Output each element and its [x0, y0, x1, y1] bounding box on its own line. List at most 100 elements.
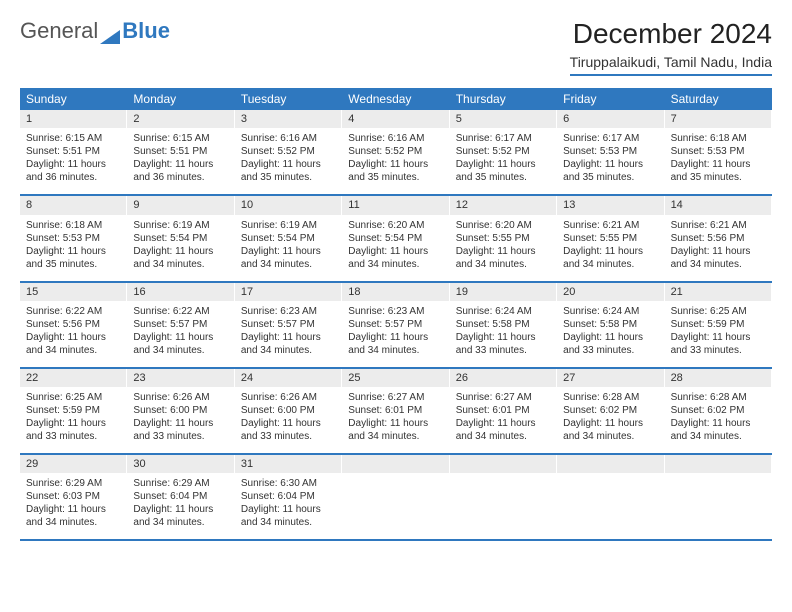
daylight-text: Daylight: 11 hours and 33 minutes.	[671, 331, 766, 357]
sunset-text: Sunset: 5:53 PM	[563, 145, 658, 158]
sunset-text: Sunset: 5:55 PM	[563, 232, 658, 245]
sunset-text: Sunset: 5:57 PM	[348, 318, 443, 331]
calendar-cell: 25Sunrise: 6:27 AMSunset: 6:01 PMDayligh…	[342, 369, 449, 453]
calendar-cell: 19Sunrise: 6:24 AMSunset: 5:58 PMDayligh…	[450, 283, 557, 367]
calendar-cell: 13Sunrise: 6:21 AMSunset: 5:55 PMDayligh…	[557, 196, 664, 280]
day-details: Sunrise: 6:19 AMSunset: 5:54 PMDaylight:…	[235, 215, 342, 281]
sunset-text: Sunset: 6:00 PM	[133, 404, 228, 417]
daylight-text: Daylight: 11 hours and 33 minutes.	[26, 417, 121, 443]
sunset-text: Sunset: 6:03 PM	[26, 490, 121, 503]
day-number: 27	[557, 369, 664, 387]
calendar-cell: 16Sunrise: 6:22 AMSunset: 5:57 PMDayligh…	[127, 283, 234, 367]
daylight-text: Daylight: 11 hours and 35 minutes.	[671, 158, 766, 184]
calendar-cell: 17Sunrise: 6:23 AMSunset: 5:57 PMDayligh…	[235, 283, 342, 367]
calendar-cell: 29Sunrise: 6:29 AMSunset: 6:03 PMDayligh…	[20, 455, 127, 539]
day-number: 2	[127, 110, 234, 128]
day-number: 3	[235, 110, 342, 128]
day-details: Sunrise: 6:17 AMSunset: 5:53 PMDaylight:…	[557, 128, 664, 194]
calendar: SundayMondayTuesdayWednesdayThursdayFrid…	[20, 88, 772, 541]
daylight-text: Daylight: 11 hours and 34 minutes.	[671, 245, 766, 271]
day-number: 8	[20, 196, 127, 214]
calendar-cell: 31Sunrise: 6:30 AMSunset: 6:04 PMDayligh…	[235, 455, 342, 539]
day-number: 15	[20, 283, 127, 301]
sunrise-text: Sunrise: 6:18 AM	[671, 132, 766, 145]
title-block: December 2024 Tiruppalaikudi, Tamil Nadu…	[570, 18, 772, 76]
calendar-cell	[342, 455, 449, 539]
calendar-cell: 7Sunrise: 6:18 AMSunset: 5:53 PMDaylight…	[665, 110, 772, 194]
day-details: Sunrise: 6:23 AMSunset: 5:57 PMDaylight:…	[342, 301, 449, 367]
sunset-text: Sunset: 5:54 PM	[348, 232, 443, 245]
sunrise-text: Sunrise: 6:29 AM	[26, 477, 121, 490]
sunrise-text: Sunrise: 6:17 AM	[563, 132, 658, 145]
calendar-week: 29Sunrise: 6:29 AMSunset: 6:03 PMDayligh…	[20, 455, 772, 541]
sunset-text: Sunset: 6:01 PM	[348, 404, 443, 417]
sunrise-text: Sunrise: 6:18 AM	[26, 219, 121, 232]
daylight-text: Daylight: 11 hours and 33 minutes.	[133, 417, 228, 443]
sunrise-text: Sunrise: 6:15 AM	[133, 132, 228, 145]
sunset-text: Sunset: 6:01 PM	[456, 404, 551, 417]
calendar-cell: 11Sunrise: 6:20 AMSunset: 5:54 PMDayligh…	[342, 196, 449, 280]
sunrise-text: Sunrise: 6:23 AM	[241, 305, 336, 318]
sunrise-text: Sunrise: 6:30 AM	[241, 477, 336, 490]
calendar-cell: 22Sunrise: 6:25 AMSunset: 5:59 PMDayligh…	[20, 369, 127, 453]
day-number: 23	[127, 369, 234, 387]
sunset-text: Sunset: 5:56 PM	[26, 318, 121, 331]
calendar-cell: 6Sunrise: 6:17 AMSunset: 5:53 PMDaylight…	[557, 110, 664, 194]
daylight-text: Daylight: 11 hours and 34 minutes.	[26, 503, 121, 529]
day-number: 11	[342, 196, 449, 214]
sunset-text: Sunset: 5:58 PM	[563, 318, 658, 331]
day-number: 4	[342, 110, 449, 128]
calendar-cell: 8Sunrise: 6:18 AMSunset: 5:53 PMDaylight…	[20, 196, 127, 280]
sunset-text: Sunset: 5:59 PM	[671, 318, 766, 331]
calendar-cell: 18Sunrise: 6:23 AMSunset: 5:57 PMDayligh…	[342, 283, 449, 367]
sunset-text: Sunset: 6:02 PM	[563, 404, 658, 417]
day-details: Sunrise: 6:22 AMSunset: 5:57 PMDaylight:…	[127, 301, 234, 367]
daylight-text: Daylight: 11 hours and 34 minutes.	[26, 331, 121, 357]
logo-triangle-icon	[100, 24, 120, 38]
day-number: 9	[127, 196, 234, 214]
sunrise-text: Sunrise: 6:24 AM	[456, 305, 551, 318]
daylight-text: Daylight: 11 hours and 34 minutes.	[241, 245, 336, 271]
month-title: December 2024	[570, 18, 772, 50]
day-details: Sunrise: 6:21 AMSunset: 5:55 PMDaylight:…	[557, 215, 664, 281]
calendar-cell: 26Sunrise: 6:27 AMSunset: 6:01 PMDayligh…	[450, 369, 557, 453]
sunrise-text: Sunrise: 6:26 AM	[241, 391, 336, 404]
day-number	[665, 455, 772, 473]
daylight-text: Daylight: 11 hours and 34 minutes.	[563, 417, 658, 443]
sunset-text: Sunset: 5:59 PM	[26, 404, 121, 417]
day-details: Sunrise: 6:22 AMSunset: 5:56 PMDaylight:…	[20, 301, 127, 367]
day-details: Sunrise: 6:29 AMSunset: 6:04 PMDaylight:…	[127, 473, 234, 539]
day-number: 21	[665, 283, 772, 301]
day-details: Sunrise: 6:20 AMSunset: 5:54 PMDaylight:…	[342, 215, 449, 281]
sunrise-text: Sunrise: 6:22 AM	[26, 305, 121, 318]
sunset-text: Sunset: 5:52 PM	[456, 145, 551, 158]
logo-text-2: Blue	[122, 18, 170, 44]
calendar-cell: 3Sunrise: 6:16 AMSunset: 5:52 PMDaylight…	[235, 110, 342, 194]
daylight-text: Daylight: 11 hours and 33 minutes.	[241, 417, 336, 443]
day-details: Sunrise: 6:23 AMSunset: 5:57 PMDaylight:…	[235, 301, 342, 367]
sunrise-text: Sunrise: 6:27 AM	[348, 391, 443, 404]
day-details	[342, 473, 449, 537]
calendar-weeks: 1Sunrise: 6:15 AMSunset: 5:51 PMDaylight…	[20, 110, 772, 541]
calendar-cell: 12Sunrise: 6:20 AMSunset: 5:55 PMDayligh…	[450, 196, 557, 280]
calendar-cell	[665, 455, 772, 539]
daylight-text: Daylight: 11 hours and 35 minutes.	[456, 158, 551, 184]
daylight-text: Daylight: 11 hours and 35 minutes.	[563, 158, 658, 184]
day-number: 25	[342, 369, 449, 387]
calendar-cell: 10Sunrise: 6:19 AMSunset: 5:54 PMDayligh…	[235, 196, 342, 280]
day-details	[665, 473, 772, 537]
sunrise-text: Sunrise: 6:25 AM	[26, 391, 121, 404]
calendar-cell	[450, 455, 557, 539]
day-number	[450, 455, 557, 473]
day-details: Sunrise: 6:30 AMSunset: 6:04 PMDaylight:…	[235, 473, 342, 539]
day-number: 7	[665, 110, 772, 128]
day-details: Sunrise: 6:26 AMSunset: 6:00 PMDaylight:…	[127, 387, 234, 453]
day-header-row: SundayMondayTuesdayWednesdayThursdayFrid…	[20, 88, 772, 110]
daylight-text: Daylight: 11 hours and 34 minutes.	[133, 331, 228, 357]
header: General Blue December 2024 Tiruppalaikud…	[20, 18, 772, 76]
day-number: 19	[450, 283, 557, 301]
day-details: Sunrise: 6:27 AMSunset: 6:01 PMDaylight:…	[342, 387, 449, 453]
sunrise-text: Sunrise: 6:21 AM	[671, 219, 766, 232]
sunset-text: Sunset: 5:55 PM	[456, 232, 551, 245]
calendar-cell: 27Sunrise: 6:28 AMSunset: 6:02 PMDayligh…	[557, 369, 664, 453]
